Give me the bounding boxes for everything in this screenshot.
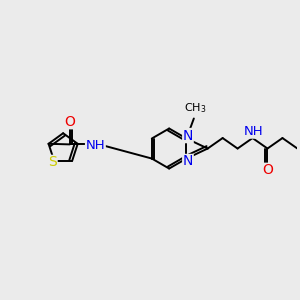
- Text: NH: NH: [85, 140, 105, 152]
- Text: O: O: [262, 163, 274, 177]
- Text: N: N: [183, 154, 193, 169]
- Text: N: N: [183, 129, 193, 142]
- Text: CH$_3$: CH$_3$: [184, 101, 207, 115]
- Text: S: S: [48, 155, 57, 170]
- Text: O: O: [64, 115, 75, 129]
- Text: NH: NH: [244, 125, 263, 138]
